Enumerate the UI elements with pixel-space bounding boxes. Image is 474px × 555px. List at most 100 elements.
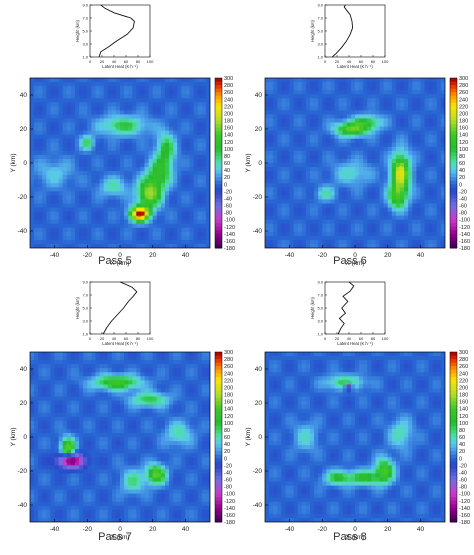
heat-cell bbox=[404, 179, 409, 184]
heat-cell bbox=[30, 477, 35, 483]
heat-cell bbox=[424, 146, 430, 152]
heat-cell bbox=[46, 158, 52, 164]
heat-cell bbox=[383, 179, 389, 184]
heat-cell bbox=[140, 126, 146, 132]
heat-cell bbox=[83, 412, 88, 418]
heat-cell bbox=[54, 453, 60, 458]
heat-cell bbox=[75, 412, 80, 418]
heat-cell bbox=[375, 126, 381, 132]
heat-cell bbox=[189, 94, 195, 99]
heat-cell bbox=[273, 203, 278, 209]
heat-cell bbox=[310, 191, 315, 196]
heat-cell bbox=[50, 211, 56, 217]
heat-cell bbox=[265, 158, 270, 164]
heat-cell bbox=[363, 94, 368, 99]
heat-cell bbox=[391, 219, 397, 225]
heat-cell bbox=[310, 211, 315, 217]
heat-cell bbox=[34, 364, 39, 369]
heat-cell bbox=[124, 465, 129, 470]
heat-cell bbox=[115, 432, 121, 438]
heat-cell bbox=[120, 191, 125, 196]
heat-cell bbox=[103, 380, 109, 385]
heat-cell bbox=[383, 102, 389, 107]
heat-cell bbox=[124, 432, 129, 438]
heat-cell bbox=[30, 239, 35, 245]
heat-cell bbox=[95, 126, 101, 132]
heat-cell bbox=[367, 187, 372, 192]
heat-cell bbox=[50, 360, 56, 365]
heat-cell bbox=[120, 356, 125, 361]
heat-cell bbox=[285, 211, 291, 217]
heat-cell bbox=[140, 106, 146, 111]
heat-cell bbox=[424, 199, 430, 205]
heat-cell bbox=[416, 167, 422, 172]
heat-cell bbox=[144, 146, 150, 152]
heat-cell bbox=[424, 239, 430, 245]
heat-cell bbox=[322, 146, 327, 152]
colorbar-segment bbox=[215, 113, 222, 118]
heat-cell bbox=[79, 509, 84, 515]
heat-cell bbox=[383, 175, 389, 180]
heat-cell bbox=[160, 227, 166, 233]
heat-cell bbox=[412, 90, 417, 95]
heat-cell bbox=[54, 420, 60, 426]
heat-cell bbox=[346, 179, 352, 184]
heat-cell bbox=[412, 195, 417, 201]
y-tick-label: -40 bbox=[18, 228, 28, 235]
heat-cell bbox=[301, 187, 307, 192]
heat-cell bbox=[66, 449, 72, 454]
heat-cell bbox=[75, 122, 80, 128]
heat-cell bbox=[359, 219, 364, 225]
profile-y-tick-label: 1.0 bbox=[82, 55, 88, 60]
heat-cell bbox=[136, 78, 142, 83]
heat-cell bbox=[173, 94, 178, 99]
heat-cell bbox=[169, 134, 174, 140]
heat-cell bbox=[50, 102, 56, 107]
heat-cell bbox=[124, 231, 129, 237]
heat-cell bbox=[46, 235, 52, 241]
heat-cell bbox=[54, 154, 60, 160]
heat-cell bbox=[408, 243, 413, 248]
heat-cell bbox=[330, 223, 336, 229]
heat-cell bbox=[148, 138, 154, 144]
heat-cell bbox=[156, 219, 162, 225]
heat-cell bbox=[79, 481, 84, 487]
heat-cell bbox=[79, 380, 84, 385]
heat-cell bbox=[91, 207, 97, 213]
heat-cell bbox=[62, 231, 68, 237]
heat-cell bbox=[297, 78, 303, 83]
heat-cell bbox=[400, 235, 405, 241]
heat-cell bbox=[120, 513, 125, 519]
heat-cell bbox=[107, 163, 113, 168]
heat-cell bbox=[46, 400, 52, 406]
heat-cell bbox=[387, 82, 393, 87]
heat-cell bbox=[95, 219, 101, 225]
heat-cell bbox=[346, 203, 352, 209]
heat-cell bbox=[42, 497, 47, 503]
heat-cell bbox=[79, 493, 84, 499]
heat-cell bbox=[34, 465, 39, 470]
heat-cell bbox=[205, 163, 210, 168]
heat-cell bbox=[50, 106, 56, 111]
heat-cell bbox=[58, 114, 64, 120]
heat-cell bbox=[322, 167, 327, 172]
heat-cell bbox=[338, 134, 344, 140]
heat-cell bbox=[87, 489, 92, 495]
heat-cell bbox=[54, 82, 60, 87]
heat-cell bbox=[34, 163, 39, 168]
heat-cell bbox=[412, 215, 417, 221]
heat-cell bbox=[50, 114, 56, 120]
heat-cell bbox=[379, 94, 385, 99]
heat-cell bbox=[75, 179, 80, 184]
heat-cell bbox=[87, 142, 92, 148]
heat-cell bbox=[330, 203, 336, 209]
heat-cell bbox=[205, 94, 210, 99]
heat-cell bbox=[273, 86, 278, 91]
heat-cell bbox=[75, 376, 80, 381]
heat-cell bbox=[103, 469, 109, 475]
heat-cell bbox=[99, 167, 105, 172]
heat-cell bbox=[201, 126, 207, 132]
heat-cell bbox=[75, 130, 80, 136]
heat-cell bbox=[66, 412, 72, 418]
heat-cell bbox=[391, 191, 397, 196]
